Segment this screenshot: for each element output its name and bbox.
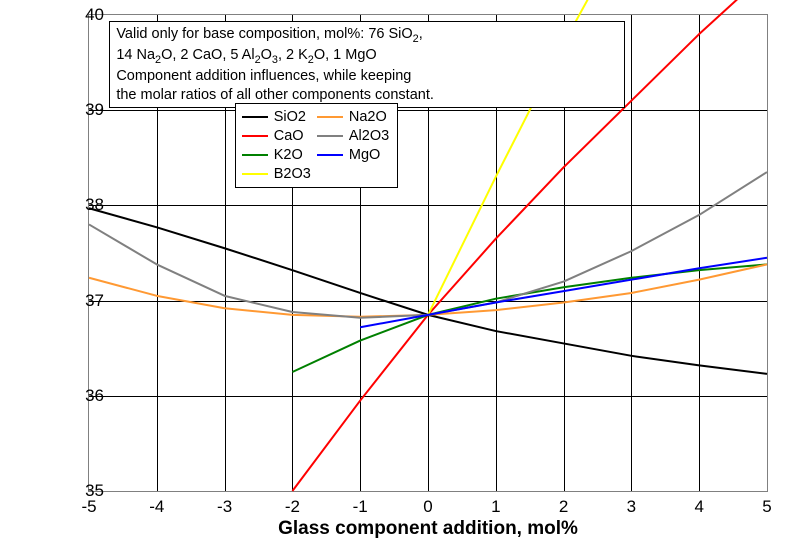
series-al2o3	[89, 172, 767, 318]
legend-swatch-icon	[242, 116, 268, 119]
series-mgo	[360, 258, 767, 328]
legend-item-al2o3: Al2O3	[317, 127, 389, 145]
legend-swatch-icon	[317, 116, 343, 119]
legend-item-na2o: Na2O	[317, 108, 389, 126]
legend-item-b2o3: B2O3	[242, 165, 311, 183]
legend-label: K2O	[274, 147, 303, 163]
y-tick-label: 38	[64, 195, 104, 215]
y-tick-label: 37	[64, 291, 104, 311]
legend-label: SiO2	[274, 109, 306, 125]
legend-label: MgO	[349, 147, 380, 163]
x-tick-label: 0	[408, 497, 448, 517]
composition-note-box: Valid only for base composition, mol%: 7…	[109, 21, 624, 109]
annotation-line: the molar ratios of all other components…	[116, 86, 617, 105]
legend-label: CaO	[274, 128, 304, 144]
x-tick-label: -1	[340, 497, 380, 517]
annotation-line: Component addition influences, while kee…	[116, 67, 617, 86]
legend-item-sio2: SiO2	[242, 108, 311, 126]
annotation-line: 14 Na2O, 2 CaO, 5 Al2O3, 2 K2O, 1 MgO	[116, 46, 617, 67]
x-tick-label: -3	[205, 497, 245, 517]
legend-label: B2O3	[274, 166, 311, 182]
legend-item-mgo: MgO	[317, 146, 389, 164]
y-tick-label: 40	[64, 5, 104, 25]
x-tick-label: 1	[476, 497, 516, 517]
legend-label: Na2O	[349, 109, 387, 125]
annotation-line: Valid only for base composition, mol%: 7…	[116, 25, 617, 46]
x-tick-label: -4	[137, 497, 177, 517]
legend-item-cao: CaO	[242, 127, 311, 145]
y-tick-label: 39	[64, 100, 104, 120]
y-tick-label: 35	[64, 481, 104, 501]
x-tick-label: 4	[679, 497, 719, 517]
y-tick-label: 36	[64, 386, 104, 406]
series-na2o	[89, 264, 767, 316]
legend-swatch-icon	[242, 173, 268, 176]
legend-label: Al2O3	[349, 128, 389, 144]
legend-item-k2o: K2O	[242, 146, 311, 164]
plot-area: Valid only for base composition, mol%: 7…	[88, 14, 768, 492]
x-tick-label: 5	[747, 497, 787, 517]
legend-swatch-icon	[317, 154, 343, 157]
legend-swatch-icon	[242, 154, 268, 157]
legend-swatch-icon	[317, 135, 343, 138]
chart-legend: SiO2 Na2O CaO Al2O3 K2O MgO B2O3	[235, 103, 398, 188]
x-tick-label: 3	[611, 497, 651, 517]
x-tick-label: 2	[544, 497, 584, 517]
legend-swatch-icon	[242, 135, 268, 138]
x-axis-label: Glass component addition, mol%	[88, 518, 768, 540]
x-tick-label: -2	[272, 497, 312, 517]
